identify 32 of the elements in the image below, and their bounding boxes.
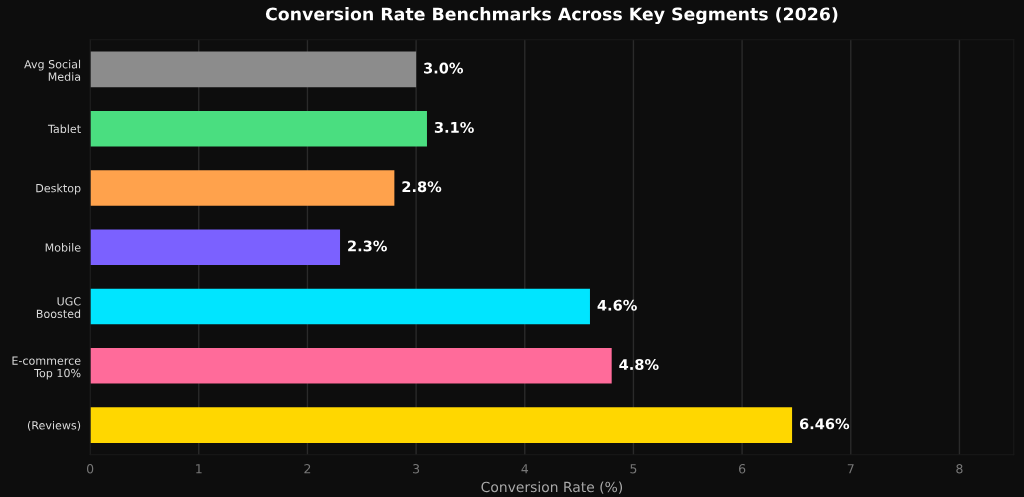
x-axis-title: Conversion Rate (%) [481, 481, 623, 494]
bar [90, 170, 395, 206]
data-label: 3.0% [424, 62, 464, 74]
y-tick-label: Tablet [47, 124, 81, 134]
y-tick-label: Desktop [36, 183, 81, 195]
data-label: 4.8% [619, 359, 659, 371]
y-tick-label: (Reviews) [27, 420, 81, 431]
chart-title: Conversion Rate Benchmarks Across Key Segments (2026) [265, 7, 838, 25]
data-label: 6.46% [799, 418, 850, 430]
x-tick-label: 8 [956, 464, 963, 474]
bar [90, 51, 417, 88]
y-tick-label: UGC Boosted [36, 297, 81, 318]
x-tick-label: 5 [630, 464, 637, 474]
data-label: 2.3% [348, 240, 387, 252]
x-tick-label: 0 [86, 464, 94, 474]
bar [90, 288, 590, 325]
data-label: 3.1% [434, 121, 474, 133]
x-tick-label: 6 [739, 464, 746, 474]
x-tick-label: 1 [196, 464, 202, 474]
x-tick-label: 2 [304, 464, 311, 474]
bar [90, 229, 341, 266]
y-tick-label: E-commerce Top 10% [12, 356, 81, 380]
x-tick-label: 4 [521, 464, 529, 474]
bar [90, 407, 793, 443]
bar [90, 110, 427, 147]
x-tick-label: 3 [413, 464, 420, 474]
data-label: 2.8% [402, 181, 442, 193]
y-tick-label: Avg Social Media [24, 59, 81, 81]
x-tick-label: 7 [847, 464, 854, 474]
bar [90, 348, 612, 384]
y-tick-label: Mobile [45, 243, 81, 252]
data-label: 4.6% [597, 299, 637, 311]
